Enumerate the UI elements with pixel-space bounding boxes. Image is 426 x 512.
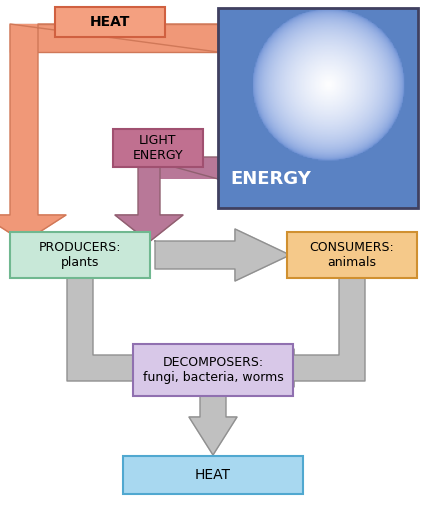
- Bar: [200, 396, 226, 417]
- Bar: [113, 129, 203, 167]
- Bar: [138, 157, 160, 215]
- Text: DECOMPOSERS:
fungi, bacteria, worms: DECOMPOSERS: fungi, bacteria, worms: [143, 356, 283, 384]
- Text: PRODUCERS:
plants: PRODUCERS: plants: [39, 241, 121, 269]
- Bar: [10, 24, 218, 52]
- Text: LIGHT
ENERGY: LIGHT ENERGY: [132, 134, 183, 162]
- Bar: [123, 456, 303, 494]
- Text: HEAT: HEAT: [195, 468, 231, 482]
- Text: ENERGY: ENERGY: [230, 170, 311, 188]
- Polygon shape: [115, 215, 183, 242]
- Polygon shape: [133, 349, 161, 387]
- Polygon shape: [189, 417, 237, 455]
- Text: HEAT: HEAT: [90, 15, 130, 29]
- Text: CONSUMERS:
animals: CONSUMERS: animals: [310, 241, 394, 269]
- Bar: [133, 344, 293, 396]
- Bar: [10, 24, 38, 215]
- Bar: [55, 7, 165, 37]
- Bar: [10, 232, 150, 278]
- Bar: [67, 278, 93, 355]
- Bar: [294, 355, 365, 381]
- Polygon shape: [266, 349, 294, 387]
- Bar: [138, 157, 218, 179]
- Bar: [218, 8, 418, 208]
- Polygon shape: [0, 215, 66, 242]
- Bar: [339, 278, 365, 355]
- Polygon shape: [235, 229, 290, 281]
- Bar: [287, 232, 417, 278]
- Bar: [155, 241, 235, 269]
- Bar: [67, 355, 133, 381]
